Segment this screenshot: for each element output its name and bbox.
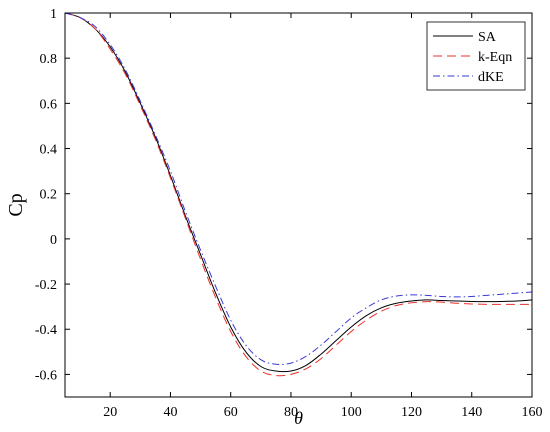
- x-tick-label: 140: [461, 405, 482, 420]
- y-tick-label: 0.2: [40, 188, 58, 203]
- series-line-dke: [64, 12, 533, 365]
- y-tick-label: -0.2: [35, 278, 57, 293]
- x-tick-label: 100: [341, 405, 362, 420]
- legend-label: dKE: [478, 70, 504, 85]
- x-tick-label: 20: [103, 405, 117, 420]
- legend-label: SA: [478, 30, 497, 45]
- x-tick-label: 160: [522, 405, 543, 420]
- legend-label: k-Eqn: [478, 50, 512, 65]
- x-axis-label: θ: [294, 408, 303, 428]
- series-line-sa: [64, 12, 533, 373]
- x-tick-label: 60: [224, 405, 238, 420]
- x-tick-label: 80: [284, 405, 298, 420]
- series-layer: [64, 12, 533, 377]
- y-axis-label: Cp: [5, 193, 27, 216]
- y-tick-label: -0.6: [35, 368, 57, 383]
- x-tick-label: 40: [163, 405, 177, 420]
- plot-frame: [64, 12, 533, 398]
- axis-ticks: 20 40 60 80 100 120 140 160 -0.6 -0.4 -0.2 0 0.2 0.4 0…: [35, 7, 543, 420]
- y-tick-label: 0.4: [40, 143, 58, 158]
- y-tick-label: 0: [50, 233, 57, 248]
- x-tick-label: 120: [401, 405, 422, 420]
- legend: SA k-Eqn dKE: [426, 21, 526, 91]
- y-tick-label: 0.6: [40, 97, 58, 112]
- legend-box: [426, 21, 526, 91]
- y-tick-label: 0.8: [40, 52, 58, 67]
- y-tick-label: -0.4: [35, 323, 57, 338]
- series-line-k-eqn: [64, 12, 532, 377]
- y-tick-label: 1: [50, 7, 57, 22]
